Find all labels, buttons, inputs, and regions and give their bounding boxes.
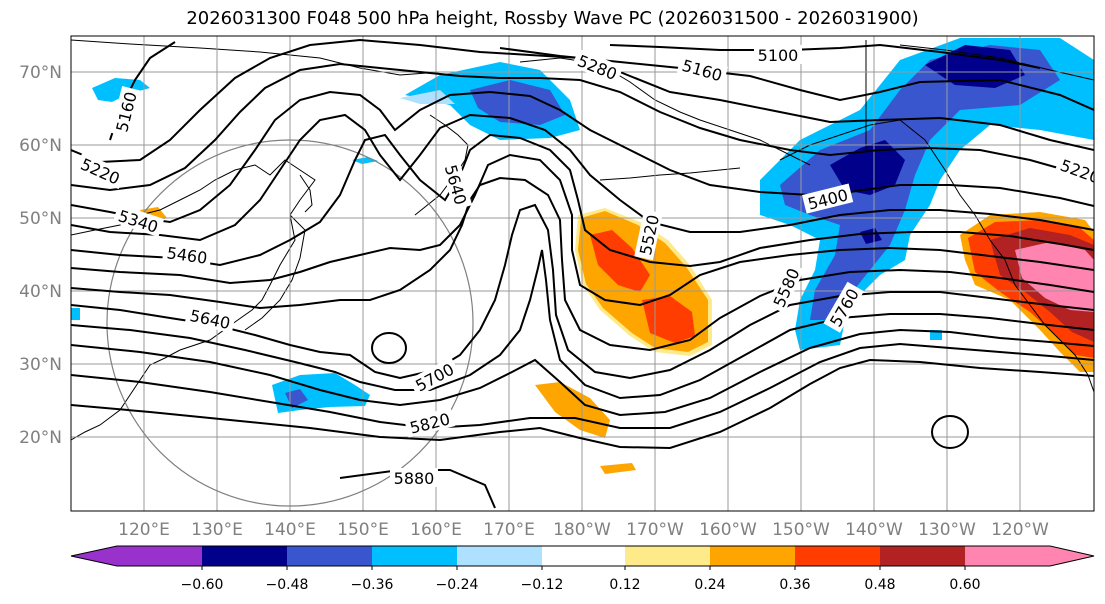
colorbar-tick-label: −0.60 — [181, 577, 224, 593]
negative-anomaly-region — [71, 308, 80, 320]
negative-anomaly-region — [780, 45, 1060, 320]
colorbar-tick-label: 0.60 — [949, 577, 980, 593]
height-contour — [609, 43, 1041, 69]
colorbar-segment — [965, 546, 1050, 566]
colorbar-tick-label: 0.48 — [864, 577, 895, 593]
map-title: 2026031300 F048 500 hPa height, Rossby W… — [186, 8, 919, 29]
map-panel: 5100 5160 5160 5220 5220 5280 5340 5400 … — [71, 36, 1094, 511]
colorbar-segment — [117, 546, 202, 566]
height-contour — [71, 113, 1094, 242]
height-contour — [71, 176, 1094, 352]
colorbar-tick-label: 0.36 — [779, 577, 810, 593]
colorbar-tick-label: −0.12 — [521, 577, 564, 593]
colorbar-extend-low — [71, 546, 117, 566]
height-contour — [499, 47, 1094, 111]
colorbar-tick-label: −0.48 — [266, 577, 309, 593]
lat-label: 40°N — [19, 282, 62, 302]
colorbar-tick-label: −0.24 — [436, 577, 479, 593]
contour-label: 5880 — [394, 469, 435, 488]
map-frame — [70, 35, 1095, 512]
latitude-axis: 70°N 60°N 50°N 40°N 30°N 20°N — [19, 63, 62, 448]
lon-label: 170°W — [626, 520, 684, 540]
colorbar-segment — [542, 546, 625, 566]
colorbar-outline — [70, 545, 1095, 567]
lon-label: 140°E — [264, 520, 316, 540]
colorbar-segment — [457, 546, 542, 566]
positive-anomaly-region — [1015, 242, 1094, 312]
range-ring — [106, 139, 474, 507]
coastline — [599, 167, 741, 181]
lat-label: 30°N — [19, 355, 62, 375]
lat-label: 20°N — [19, 428, 62, 448]
negative-anomaly-region — [925, 45, 1025, 88]
lon-label: 120°E — [118, 520, 170, 540]
height-contour — [71, 342, 1094, 430]
lat-label: 50°N — [19, 209, 62, 229]
height-contour — [71, 203, 1094, 380]
height-contour — [71, 153, 1094, 307]
colorbar-segment — [795, 546, 880, 566]
height-contour — [339, 469, 496, 509]
coastline — [414, 114, 469, 216]
lon-label: 140°W — [845, 520, 903, 540]
colorbar-segment — [202, 546, 287, 566]
lon-label: 120°W — [991, 520, 1049, 540]
colorbar-segment — [880, 546, 965, 566]
colorbar-segment — [625, 546, 710, 566]
lon-label: 180°W — [553, 520, 611, 540]
height-contour — [371, 332, 407, 364]
lon-label: 160°E — [410, 520, 462, 540]
lon-label: 160°W — [699, 520, 757, 540]
colorbar-tick-label: −0.36 — [351, 577, 394, 593]
colorbar-segment — [710, 546, 795, 566]
lon-label: 150°E — [337, 520, 389, 540]
negative-anomaly-region — [400, 90, 455, 104]
lon-label: 130°W — [918, 520, 976, 540]
positive-anomaly-region — [535, 382, 610, 438]
lat-label: 60°N — [19, 136, 62, 156]
height-contours — [71, 38, 1094, 509]
colorbar-tick-label: 0.12 — [609, 577, 640, 593]
lon-label: 170°E — [483, 520, 535, 540]
longitude-axis: 120°E 130°E 140°E 150°E 160°E 170°E 180°… — [118, 520, 1049, 540]
height-contour — [71, 90, 1094, 224]
positive-anomaly-region — [600, 463, 636, 474]
contour-label: 5100 — [758, 46, 799, 65]
height-contour — [71, 62, 1094, 192]
lon-label: 150°W — [772, 520, 830, 540]
colorbar-tick-label: 0.24 — [694, 577, 725, 593]
negative-anomaly-region — [830, 140, 905, 195]
negative-anomaly-region — [470, 80, 565, 125]
negative-anomaly-region — [285, 389, 308, 408]
height-contour — [71, 38, 1094, 164]
height-contour — [71, 328, 1094, 417]
colorbar-segment — [372, 546, 457, 566]
negative-anomaly-region — [860, 228, 882, 244]
negative-anomaly-region — [92, 78, 150, 102]
coastline — [71, 159, 316, 441]
height-contour — [931, 415, 969, 449]
lat-label: 70°N — [19, 63, 62, 83]
colorbar-extend-high — [1050, 546, 1094, 566]
colorbar-segment — [287, 546, 372, 566]
height-contour — [71, 358, 1094, 450]
lon-label: 130°E — [191, 520, 243, 540]
coastline — [899, 44, 1094, 81]
colorbar: −0.60 −0.48 −0.36 −0.24 −0.12 0.12 0.24 … — [70, 545, 1095, 593]
height-contour — [71, 133, 1094, 268]
coastline — [299, 174, 313, 213]
anomaly-fill-layer — [71, 38, 1094, 474]
